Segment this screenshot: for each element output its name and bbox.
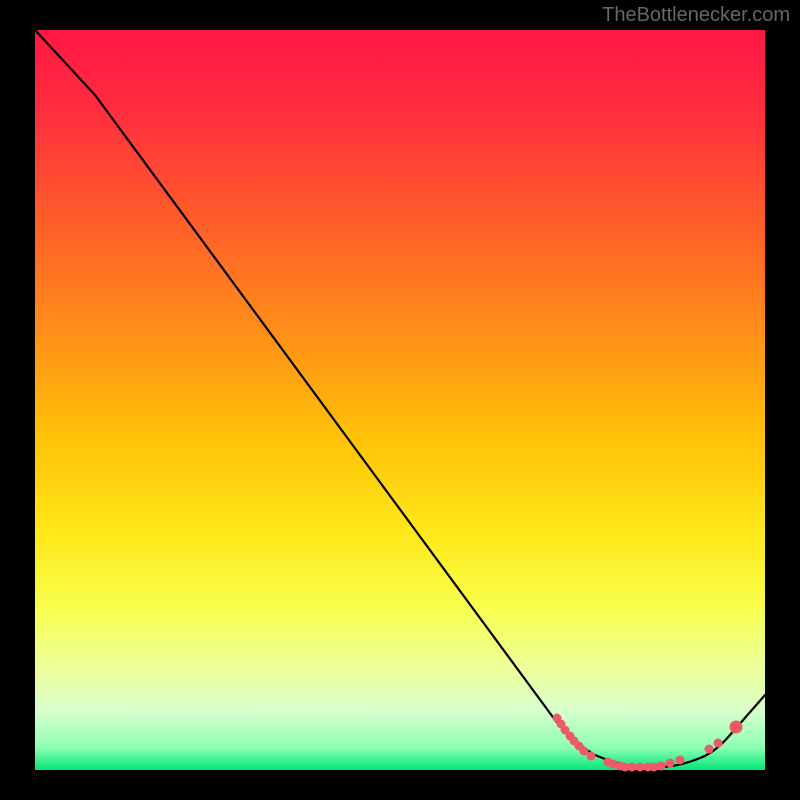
marker-point (587, 752, 596, 761)
marker-point (714, 739, 723, 748)
gradient-background (35, 30, 765, 770)
marker-point (676, 756, 685, 765)
marker-point (657, 762, 666, 771)
chart-container: { "watermark": "TheBottlenecker.com", "c… (0, 0, 800, 800)
marker-point (730, 721, 743, 734)
watermark-text: TheBottlenecker.com (602, 4, 790, 27)
marker-point (636, 763, 645, 772)
marker-point (628, 763, 637, 772)
marker-point (666, 759, 675, 768)
marker-point (705, 745, 714, 754)
chart-svg (0, 0, 800, 800)
